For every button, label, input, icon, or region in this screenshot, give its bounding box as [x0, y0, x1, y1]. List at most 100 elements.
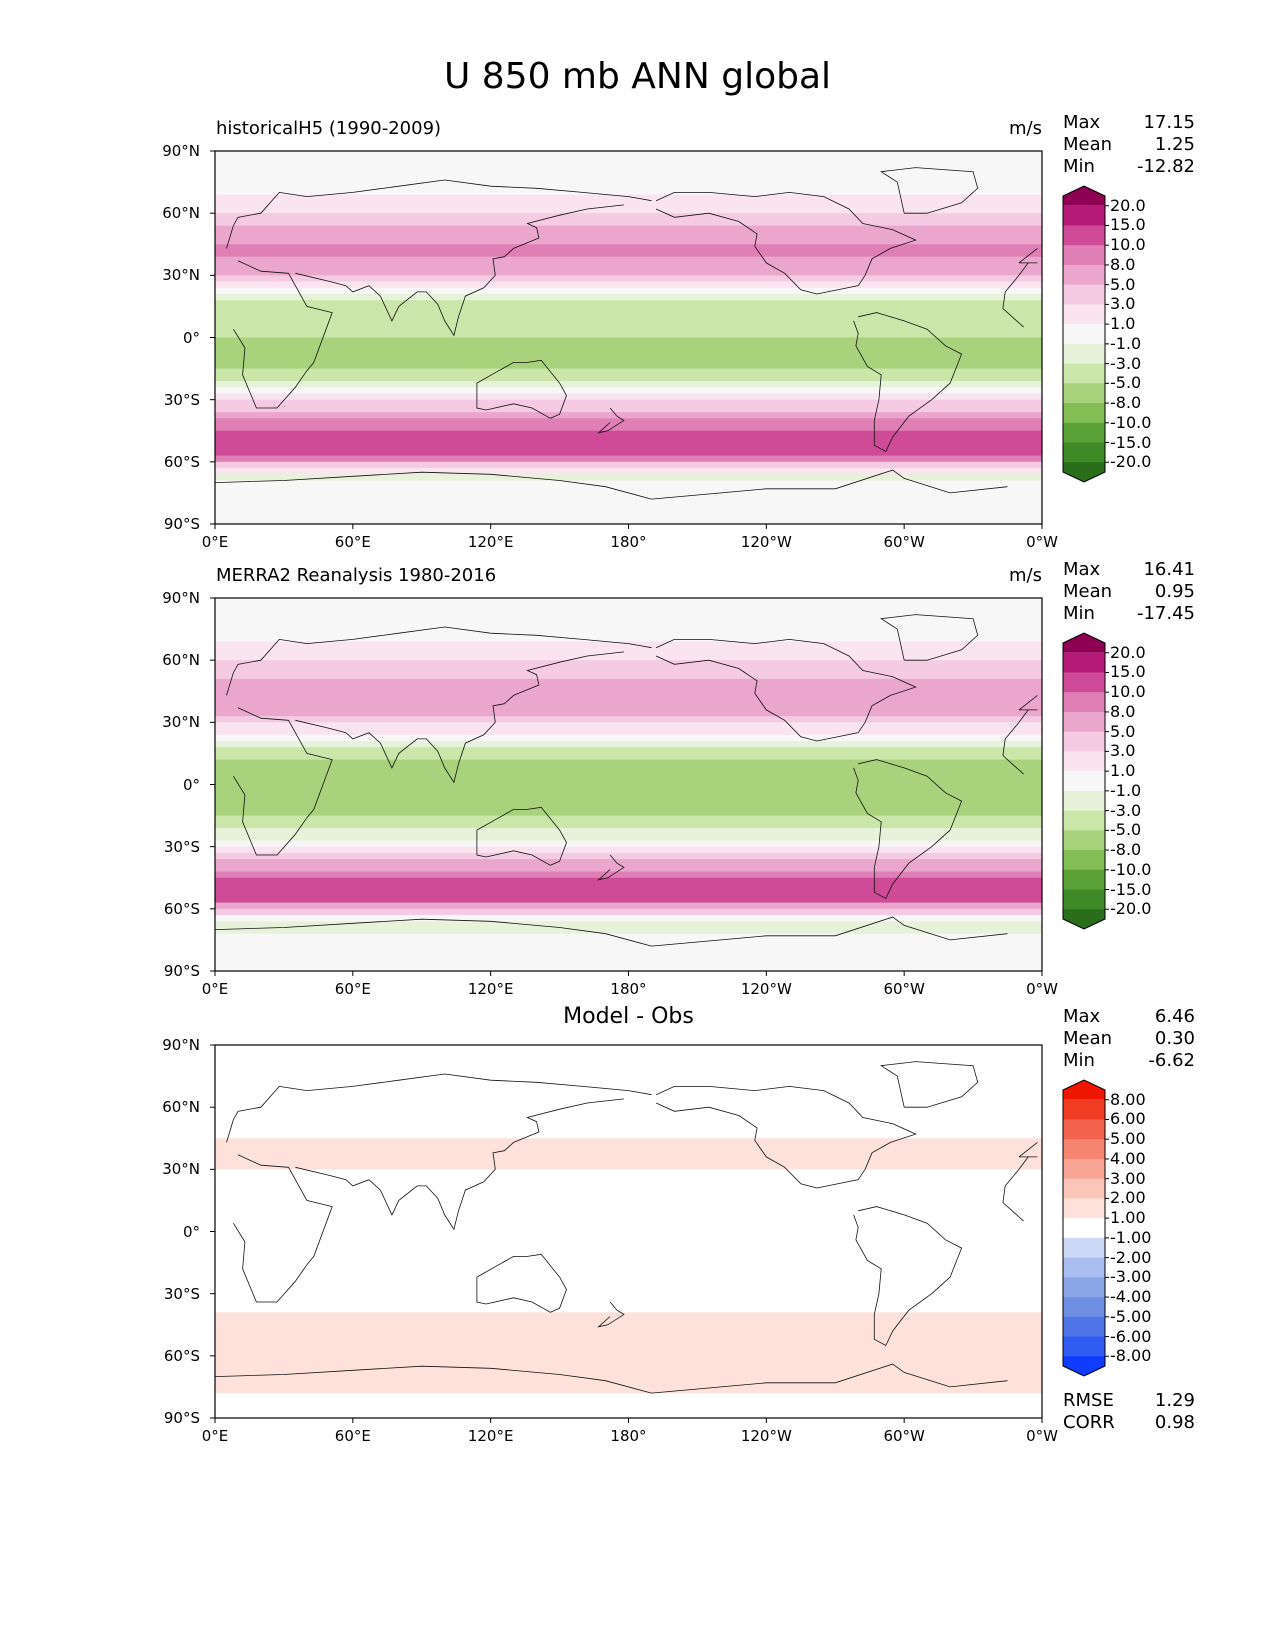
- stat-value-mean: 0.95: [1154, 581, 1195, 602]
- heatmap-band: [215, 1181, 1042, 1189]
- heatmap-band: [215, 871, 1042, 879]
- lon-tick-label: 0°W: [1026, 533, 1058, 551]
- coastline: [295, 651, 624, 784]
- heatmap-band: [215, 747, 1042, 755]
- coastline: [476, 806, 567, 866]
- coastline: [226, 179, 1038, 264]
- lat-tick-label: 90°S: [163, 515, 200, 533]
- heatmap-band: [215, 337, 1042, 345]
- colorbar-segment: [1063, 462, 1105, 482]
- heatmap-band: [215, 877, 1042, 885]
- heatmap-band: [215, 709, 1042, 717]
- heatmap-band: [215, 1256, 1042, 1264]
- heatmap-band: [215, 1324, 1042, 1332]
- heatmap-band: [215, 753, 1042, 761]
- heatmap-band: [215, 796, 1042, 804]
- colorbar-label: -8.0: [1110, 393, 1142, 413]
- lon-tick-label: 120°E: [467, 533, 514, 551]
- lat-tick-label: 30°N: [162, 1160, 200, 1179]
- heatmap-band: [215, 325, 1042, 332]
- lon-tick-label: 120°W: [740, 980, 792, 998]
- stat-value-mean: 0.30: [1154, 1028, 1195, 1049]
- heatmap-band: [215, 318, 1042, 326]
- stat-row-min: Min -17.45: [1063, 603, 1195, 625]
- heatmap-band: [215, 1088, 1042, 1096]
- colorbar-segment: [1063, 1336, 1105, 1357]
- heatmap-band: [215, 1194, 1042, 1202]
- heatmap-band: [215, 952, 1042, 960]
- heatmap-band: [215, 281, 1042, 289]
- colorbar-label: 1.0: [1110, 761, 1136, 781]
- stat-label-rmse: RMSE: [1063, 1390, 1114, 1411]
- colorbar-segment: [1063, 363, 1105, 384]
- colorbar-label: -20.0: [1110, 452, 1152, 472]
- heatmap-band: [215, 474, 1042, 482]
- lat-tick-label: 30°N: [162, 266, 200, 285]
- coastline: [233, 1154, 1038, 1303]
- colorbar-label: -15.0: [1110, 879, 1152, 899]
- heatmap-band: [215, 1275, 1042, 1282]
- heatmap-band: [215, 182, 1042, 189]
- heatmap-band: [215, 517, 1042, 524]
- heatmap-band: [215, 1368, 1042, 1376]
- colorbar-segment: [1063, 1198, 1105, 1219]
- heatmap-band: [215, 306, 1042, 314]
- stat-label-min: Min: [1063, 603, 1095, 624]
- coastline: [295, 1098, 624, 1231]
- colorbar-label: -20.0: [1110, 899, 1152, 919]
- panel-title: Model - Obs: [563, 1004, 694, 1029]
- coastline: [853, 759, 963, 900]
- heatmap-band: [215, 1169, 1042, 1177]
- stat-row-mean: Mean 0.95: [1063, 581, 1195, 603]
- heatmap-band: [215, 778, 1042, 786]
- colorbar-segment: [1063, 225, 1105, 246]
- colorbar-segment: [1063, 790, 1105, 812]
- colorbar-label: 4.00: [1110, 1148, 1146, 1168]
- heatmap-band: [215, 1187, 1042, 1195]
- lat-tick-label: 0°: [182, 328, 200, 347]
- heatmap-band: [215, 194, 1042, 202]
- heatmap-band: [215, 169, 1042, 177]
- heatmap-band: [215, 821, 1042, 829]
- colorbar-label: 10.0: [1110, 682, 1146, 702]
- heatmap-band: [215, 374, 1042, 382]
- colorbar-segment: [1063, 284, 1105, 305]
- heatmap-band: [215, 356, 1042, 363]
- lon-tick-label: 180°: [610, 1427, 647, 1445]
- colorbar-label: 6.00: [1110, 1109, 1146, 1129]
- heatmap-band: [215, 828, 1042, 835]
- lon-tick-label: 0°E: [201, 533, 229, 551]
- heatmap-band: [215, 225, 1042, 233]
- lat-tick-label: 30°N: [162, 713, 200, 732]
- colorbar-label: 10.0: [1110, 235, 1146, 255]
- heatmap-band: [215, 1262, 1042, 1270]
- heatmap-band: [215, 405, 1042, 413]
- colorbar-label: -8.0: [1110, 840, 1142, 860]
- colorbar-label: -3.0: [1110, 800, 1142, 820]
- heatmap-band: [215, 424, 1042, 432]
- stats-box: Max 6.46 Mean 0.30 Min -6.62: [1063, 1006, 1195, 1072]
- heatmap-band: [215, 511, 1042, 519]
- stat-label-max: Max: [1063, 1006, 1101, 1027]
- heatmap-band: [215, 921, 1042, 929]
- heatmap-band: [215, 1119, 1042, 1127]
- heatmap-band: [215, 362, 1042, 370]
- heatmap-band: [215, 1268, 1042, 1276]
- colorbar-outline: [1062, 1079, 1106, 1377]
- coastline: [655, 638, 917, 742]
- heatmap-band: [215, 1113, 1042, 1121]
- stat-label-min: Min: [1063, 156, 1095, 177]
- colorbar-segment: [1063, 771, 1105, 792]
- colorbar-label: 8.00: [1110, 1089, 1146, 1109]
- heatmap-band: [215, 852, 1042, 860]
- heatmap-band: [215, 784, 1042, 792]
- heatmap-band: [215, 790, 1042, 798]
- heatmap-band: [215, 269, 1042, 276]
- colorbar-segment: [1063, 1257, 1105, 1278]
- colorbar-segment: [1063, 1316, 1105, 1338]
- coastline: [655, 1085, 917, 1189]
- heatmap-band: [215, 1051, 1042, 1059]
- heatmap-band: [215, 1156, 1042, 1164]
- lon-tick-label: 60°W: [883, 980, 925, 998]
- heatmap-band: [215, 468, 1042, 475]
